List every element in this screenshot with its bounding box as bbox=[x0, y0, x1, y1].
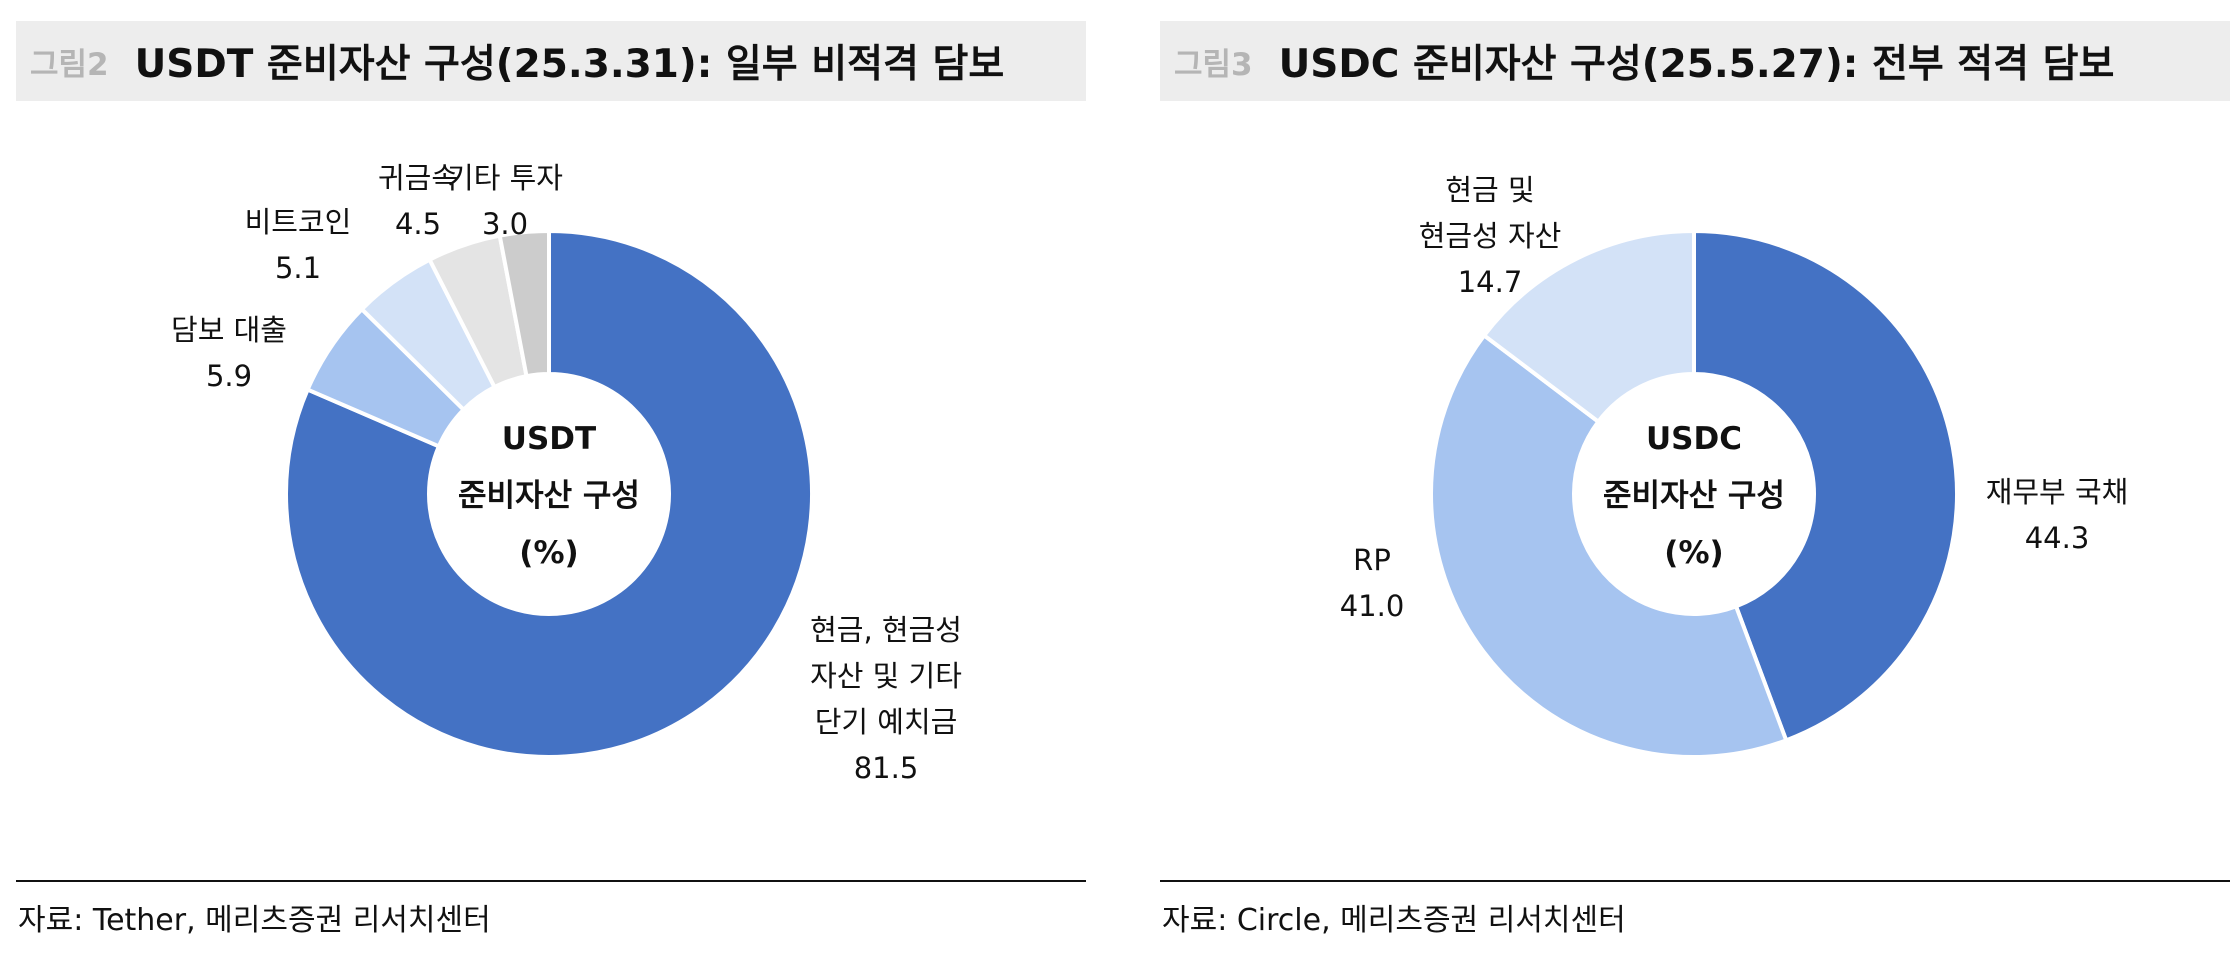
donut-slice bbox=[1481, 228, 1696, 425]
slice-category-label: 담보 대출 bbox=[171, 313, 287, 347]
slice-value-label: 5.9 bbox=[206, 359, 252, 393]
slice-category-label: 현금성 자산 bbox=[1419, 219, 1562, 253]
slice-category-label: 기타 투자 bbox=[447, 161, 563, 195]
slice-category-label: 단기 예치금 bbox=[815, 705, 958, 739]
slice-value-label: 81.5 bbox=[854, 751, 919, 785]
slice-label: 비트코인 5.1 bbox=[245, 205, 352, 285]
slice-label: 담보 대출 5.9 bbox=[171, 313, 287, 393]
slice-category-label: RP bbox=[1353, 543, 1391, 577]
figure-title: USDC 준비자산 구성(25.5.27): 전부 적격 담보 bbox=[1278, 42, 2115, 87]
slice-category-label: 재무부 국채 bbox=[1986, 475, 2129, 509]
footer-divider bbox=[1160, 880, 2230, 882]
slice-category-label: 현금 및 bbox=[1445, 173, 1534, 207]
source-note: 자료: Tether, 메리츠증권 리서치센터 bbox=[18, 903, 491, 938]
center-label-line: (%) bbox=[1664, 535, 1723, 571]
center-label-line: USDT bbox=[502, 421, 596, 457]
slice-label: RP 41.0 bbox=[1340, 543, 1405, 623]
figure-title-bar: 그림2 USDT 준비자산 구성(25.3.31): 일부 비적격 담보 bbox=[16, 21, 1086, 101]
figure-number: 그림2 bbox=[30, 46, 109, 83]
center-label: USDC 준비자산 구성 (%) bbox=[1603, 421, 1785, 571]
donut-slice bbox=[284, 228, 814, 759]
center-label-line: (%) bbox=[519, 535, 578, 571]
slice-value-label: 4.5 bbox=[395, 207, 441, 241]
donut-slice bbox=[1692, 228, 1960, 743]
center-label-line: 준비자산 구성 bbox=[458, 478, 640, 514]
chart-panel-usdt: 그림2 USDT 준비자산 구성(25.3.31): 일부 비적격 담보 USD… bbox=[16, 0, 1086, 963]
slice-value-label: 5.1 bbox=[275, 251, 321, 285]
center-label-line: USDC bbox=[1646, 421, 1742, 457]
slice-category-label: 현금, 현금성 bbox=[810, 613, 962, 647]
figure-number: 그림3 bbox=[1174, 46, 1253, 83]
slice-value-label: 14.7 bbox=[1458, 265, 1523, 299]
source-note: 자료: Circle, 메리츠증권 리서치센터 bbox=[1162, 903, 1626, 938]
footer-divider bbox=[16, 880, 1086, 882]
slice-label: 귀금속 4.5 bbox=[378, 161, 458, 241]
slice-label: 재무부 국채 44.3 bbox=[1986, 475, 2129, 555]
chart-panel-usdc: 그림3 USDC 준비자산 구성(25.5.27): 전부 적격 담보 USDC… bbox=[1160, 0, 2230, 963]
figure-title: USDT 준비자산 구성(25.3.31): 일부 비적격 담보 bbox=[134, 42, 1005, 87]
slice-value-label: 41.0 bbox=[1340, 589, 1405, 623]
slice-category-label: 자산 및 기타 bbox=[810, 659, 962, 693]
center-label-line: 준비자산 구성 bbox=[1603, 478, 1785, 514]
donut-slice bbox=[1429, 332, 1789, 759]
center-label: USDT 준비자산 구성 (%) bbox=[458, 421, 640, 571]
figure-title-bar: 그림3 USDC 준비자산 구성(25.5.27): 전부 적격 담보 bbox=[1160, 21, 2230, 101]
slice-label: 기타 투자 3.0 bbox=[447, 161, 563, 241]
slice-category-label: 귀금속 bbox=[378, 161, 458, 195]
slice-category-label: 비트코인 bbox=[245, 205, 352, 239]
slice-value-label: 44.3 bbox=[2025, 521, 2090, 555]
slice-value-label: 3.0 bbox=[482, 207, 528, 241]
donut-slice bbox=[497, 228, 551, 379]
